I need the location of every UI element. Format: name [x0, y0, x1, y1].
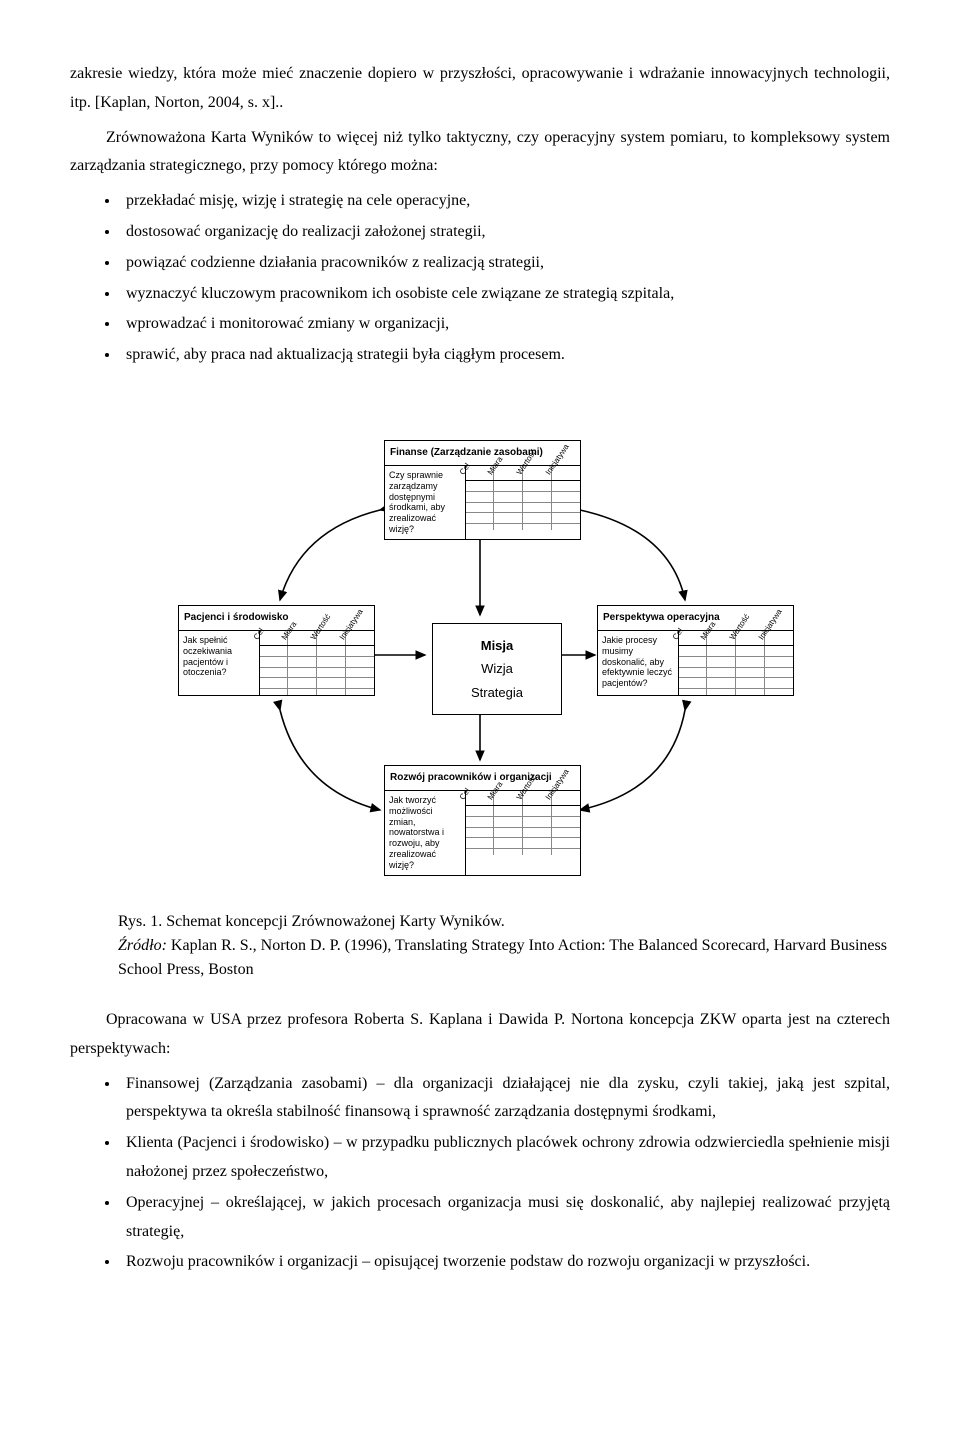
box-operational: Perspektywa operacyjna Jakie procesy mus… — [597, 605, 794, 696]
list-item: Klienta (Pacjenci i środowisko) – w przy… — [120, 1129, 890, 1187]
caption-source-text: Kaplan R. S., Norton D. P. (1996), Trans… — [118, 937, 887, 978]
box-finance: Finanse (Zarządzanie zasobami) Czy spraw… — [384, 440, 581, 540]
list-item: dostosować organizację do realizacji zał… — [120, 218, 890, 247]
caption-title: Rys. 1. Schemat koncepcji Zrównoważonej … — [118, 913, 505, 930]
list-item: przekładać misję, wizję i strategię na c… — [120, 187, 890, 216]
paragraph-3: Opracowana w USA przez profesora Roberta… — [70, 1006, 890, 1064]
center-line: Misja — [449, 634, 545, 657]
bsc-diagram: Finanse (Zarządzanie zasobami) Czy spraw… — [170, 400, 790, 900]
box-desc: Jakie procesy musimy doskonalić, aby efe… — [598, 631, 679, 695]
center-line: Wizja — [449, 657, 545, 680]
box-grid: Cel Miara Wartość Inicjatywa — [466, 791, 580, 855]
list-item: wyznaczyć kluczowym pracownikom ich osob… — [120, 280, 890, 309]
center-line: Strategia — [449, 681, 545, 704]
list-item: sprawić, aby praca nad aktualizacją stra… — [120, 341, 890, 370]
box-grid: Cel Miara Wartość Inicjatywa — [466, 466, 580, 530]
box-desc: Jak tworzyć możliwości zmian, nowatorstw… — [385, 791, 466, 875]
box-development: Rozwój pracowników i organizacji Jak two… — [384, 765, 581, 876]
box-grid: Cel Miara Wartość Inicjatywa — [679, 631, 793, 695]
box-grid: Cel Miara Wartość Inicjatywa — [260, 631, 374, 695]
bullet-list-1: przekładać misję, wizję i strategię na c… — [70, 187, 890, 370]
list-item: Rozwoju pracowników i organizacji – opis… — [120, 1248, 890, 1277]
list-item: wprowadzać i monitorować zmiany w organi… — [120, 310, 890, 339]
caption-source-label: Źródło: — [118, 937, 167, 954]
box-desc: Czy sprawnie zarządzamy dostępnymi środk… — [385, 466, 466, 539]
list-item: Operacyjnej – określającej, w jakich pro… — [120, 1189, 890, 1247]
paragraph-1: zakresie wiedzy, która może mieć znaczen… — [70, 60, 890, 118]
box-patients: Pacjenci i środowisko Jak spełnić oczeki… — [178, 605, 375, 696]
figure-caption: Rys. 1. Schemat koncepcji Zrównoważonej … — [118, 910, 890, 982]
list-item: powiązać codzienne działania pracowników… — [120, 249, 890, 278]
bullet-list-2: Finansowej (Zarządzania zasobami) – dla … — [70, 1070, 890, 1278]
list-item: Finansowej (Zarządzania zasobami) – dla … — [120, 1070, 890, 1128]
center-box: Misja Wizja Strategia — [432, 623, 562, 715]
box-desc: Jak spełnić oczekiwania pacjentów i otoc… — [179, 631, 260, 695]
paragraph-2: Zrównoważona Karta Wyników to więcej niż… — [70, 124, 890, 182]
